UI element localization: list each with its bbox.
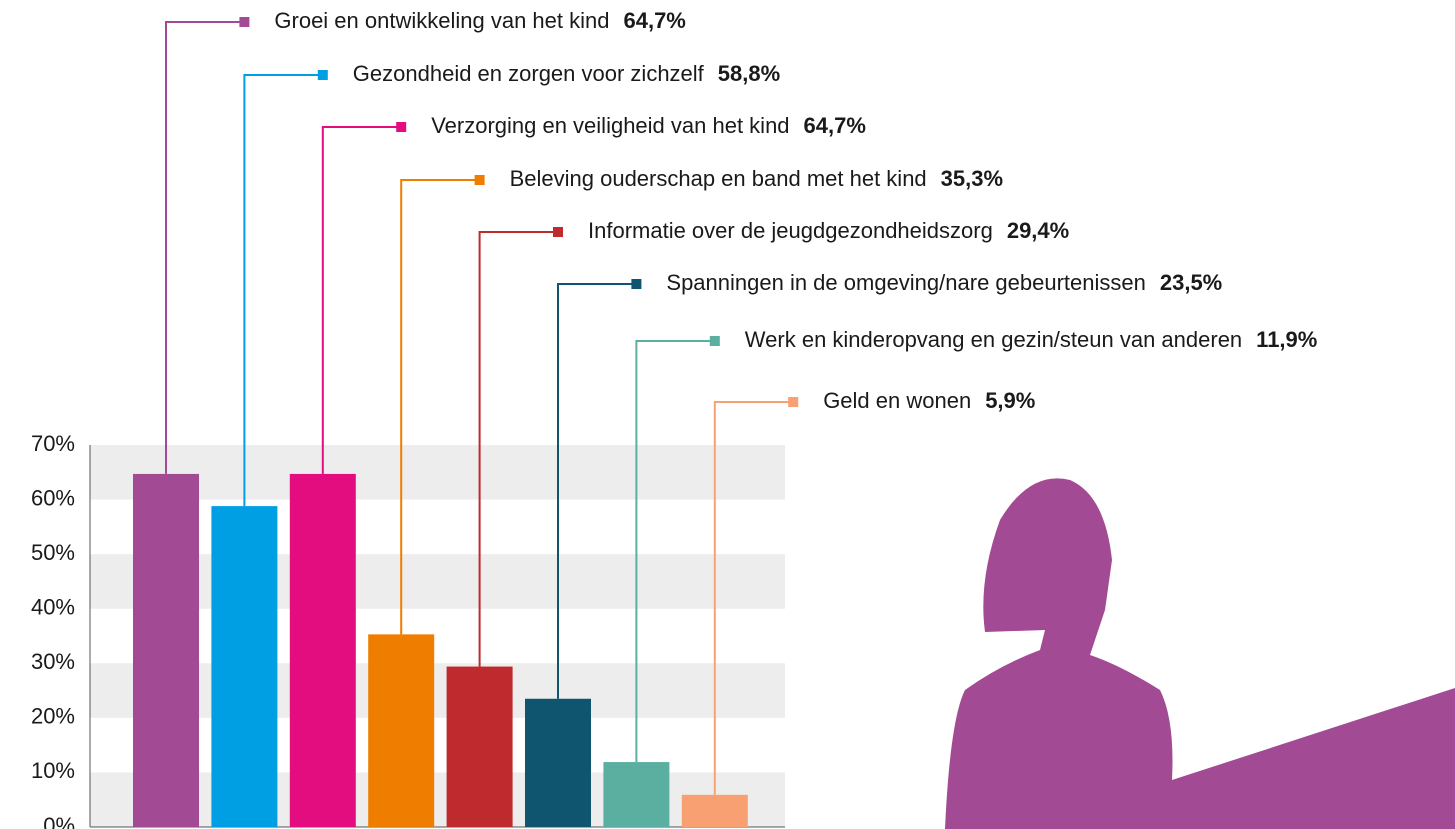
y-tick-label: 60% bbox=[31, 485, 75, 510]
y-tick-label: 30% bbox=[31, 649, 75, 674]
category-label: Werk en kinderopvang en gezin/steun van … bbox=[745, 327, 1318, 352]
category-name: Groei en ontwikkeling van het kind bbox=[274, 8, 609, 33]
category-label: Groei en ontwikkeling van het kind 64,7% bbox=[274, 8, 685, 33]
category-name: Beleving ouderschap en band met het kind bbox=[510, 166, 927, 191]
leader-marker bbox=[631, 279, 641, 289]
category-name: Geld en wonen bbox=[823, 388, 971, 413]
leader-marker bbox=[396, 122, 406, 132]
leader-marker bbox=[553, 227, 563, 237]
y-tick-label: 40% bbox=[31, 595, 75, 620]
leader-marker bbox=[788, 397, 798, 407]
leader-line bbox=[244, 75, 322, 506]
value-label: 11,9% bbox=[1256, 327, 1317, 352]
chart: 0% 10% 20% 30% 40% 50% 60% 70% Groei en ontwikke… bbox=[0, 0, 1455, 829]
value-label: 64,7% bbox=[804, 113, 866, 138]
leader-marker bbox=[318, 70, 328, 80]
category-name: Verzorging en veiligheid van het kind bbox=[431, 113, 789, 138]
value-label: 5,9% bbox=[985, 388, 1035, 413]
category-name: Gezondheid en zorgen voor zichzelf bbox=[353, 61, 705, 86]
bar bbox=[290, 474, 356, 827]
bar bbox=[368, 634, 434, 827]
category-label: Geld en wonen 5,9% bbox=[823, 388, 1035, 413]
category-label: Spanningen in de omgeving/nare gebeurten… bbox=[666, 270, 1222, 295]
category-name: Werk en kinderopvang en gezin/steun van … bbox=[745, 327, 1242, 352]
y-tick-label: 20% bbox=[31, 704, 75, 729]
bar bbox=[133, 474, 199, 827]
y-tick-label: 70% bbox=[31, 431, 75, 456]
value-label: 64,7% bbox=[623, 8, 685, 33]
bar bbox=[447, 667, 513, 827]
value-label: 58,8% bbox=[718, 61, 780, 86]
category-label: Verzorging en veiligheid van het kind 64,… bbox=[431, 113, 866, 138]
category-label: Gezondheid en zorgen voor zichzelf 58,8% bbox=[353, 61, 780, 86]
category-name: Spanningen in de omgeving/nare gebeurten… bbox=[666, 270, 1145, 295]
value-label: 23,5% bbox=[1160, 270, 1222, 295]
leader-marker bbox=[239, 17, 249, 27]
value-label: 35,3% bbox=[941, 166, 1003, 191]
y-tick-label: 50% bbox=[31, 540, 75, 565]
leader-marker bbox=[710, 336, 720, 346]
category-label: Beleving ouderschap en band met het kind… bbox=[510, 166, 1003, 191]
category-name: Informatie over de jeugdgezondheidszorg bbox=[588, 218, 993, 243]
leader-marker bbox=[475, 175, 485, 185]
category-label: Informatie over de jeugdgezondheidszorg 2… bbox=[588, 218, 1069, 243]
bar bbox=[525, 699, 591, 827]
value-label: 29,4% bbox=[1007, 218, 1069, 243]
y-tick-label: 10% bbox=[31, 758, 75, 783]
y-tick-label: 0% bbox=[43, 813, 75, 829]
bar bbox=[682, 795, 748, 827]
bar bbox=[211, 506, 277, 827]
bar bbox=[603, 762, 669, 827]
leader-line bbox=[166, 22, 244, 474]
leader-line bbox=[323, 127, 401, 474]
silhouette bbox=[945, 478, 1455, 829]
